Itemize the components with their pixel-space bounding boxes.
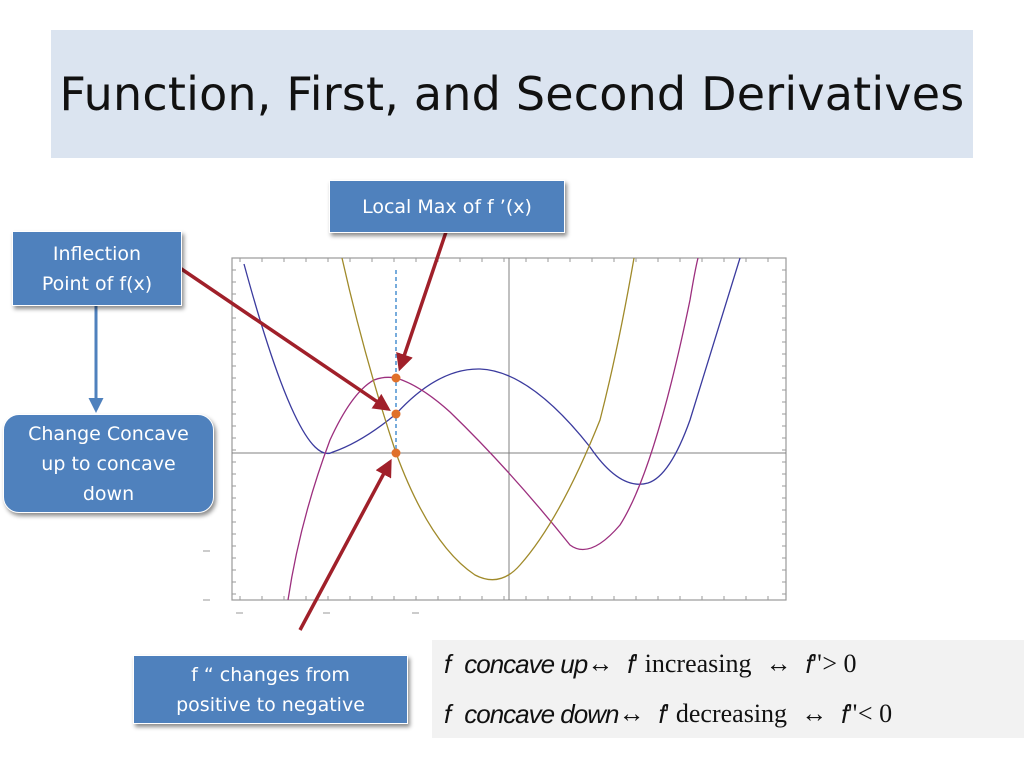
prime-mark: '	[664, 699, 670, 728]
f-double-prime-callout: f “ changes from positive to negative	[133, 655, 408, 724]
formula-negative-relation: < 0	[857, 699, 893, 728]
f-prime-curve	[287, 258, 699, 600]
double-prime-mark: "	[811, 649, 823, 678]
formula-increasing-label: increasing	[644, 649, 752, 678]
formula-concave-down-label: concave down	[464, 698, 619, 729]
formula-f-symbol: f	[444, 648, 451, 679]
iff-arrow-symbol: ↔	[618, 699, 645, 728]
formula-f-double-prime-symbol: f	[841, 698, 848, 729]
formula-f-prime-symbol: f	[627, 648, 634, 679]
iff-arrow-symbol: ↔	[801, 699, 828, 728]
inflection-callout: Inflection Point of f(x)	[12, 231, 182, 306]
axis-ticks	[203, 258, 786, 614]
formula-concave-up-label: concave up	[464, 648, 588, 679]
formula-f-symbol: f	[444, 698, 451, 729]
inflection-arrow	[179, 266, 391, 411]
formula-line-concave-up: f concave up ↔ f ' increasing ↔ f " > 0	[444, 642, 857, 686]
double-prime-mark: "	[847, 699, 858, 728]
iff-arrow-symbol: ↔	[765, 649, 792, 678]
f-double-prime-arrow	[298, 458, 392, 631]
slide-title: Function, First, and Second Derivatives	[59, 67, 965, 121]
formula-f-prime-symbol: f	[658, 698, 665, 729]
iff-arrow-symbol: ↔	[587, 649, 614, 678]
title-banner: Function, First, and Second Derivatives	[51, 30, 973, 158]
concavity-formulas: f concave up ↔ f ' increasing ↔ f " > 0 …	[432, 640, 1024, 738]
formula-positive-relation: > 0	[822, 649, 857, 678]
formula-line-concave-down: f concave down ↔ f ' decreasing ↔ f " < …	[444, 692, 892, 736]
formula-decreasing-label: decreasing	[675, 699, 788, 728]
change-concave-callout: Change Concave up to concave down	[3, 414, 214, 513]
local-max-callout: Local Max of f ’(x)	[329, 180, 565, 233]
f-curve	[243, 258, 741, 485]
local-max-arrow	[396, 231, 448, 372]
prime-mark: '	[633, 649, 639, 678]
inflection-point	[391, 409, 401, 419]
formula-f-double-prime-symbol: f	[805, 648, 812, 679]
local-max-point	[391, 373, 401, 383]
zero-crossing-point	[391, 448, 401, 458]
f-double-prime-curve	[341, 258, 635, 581]
